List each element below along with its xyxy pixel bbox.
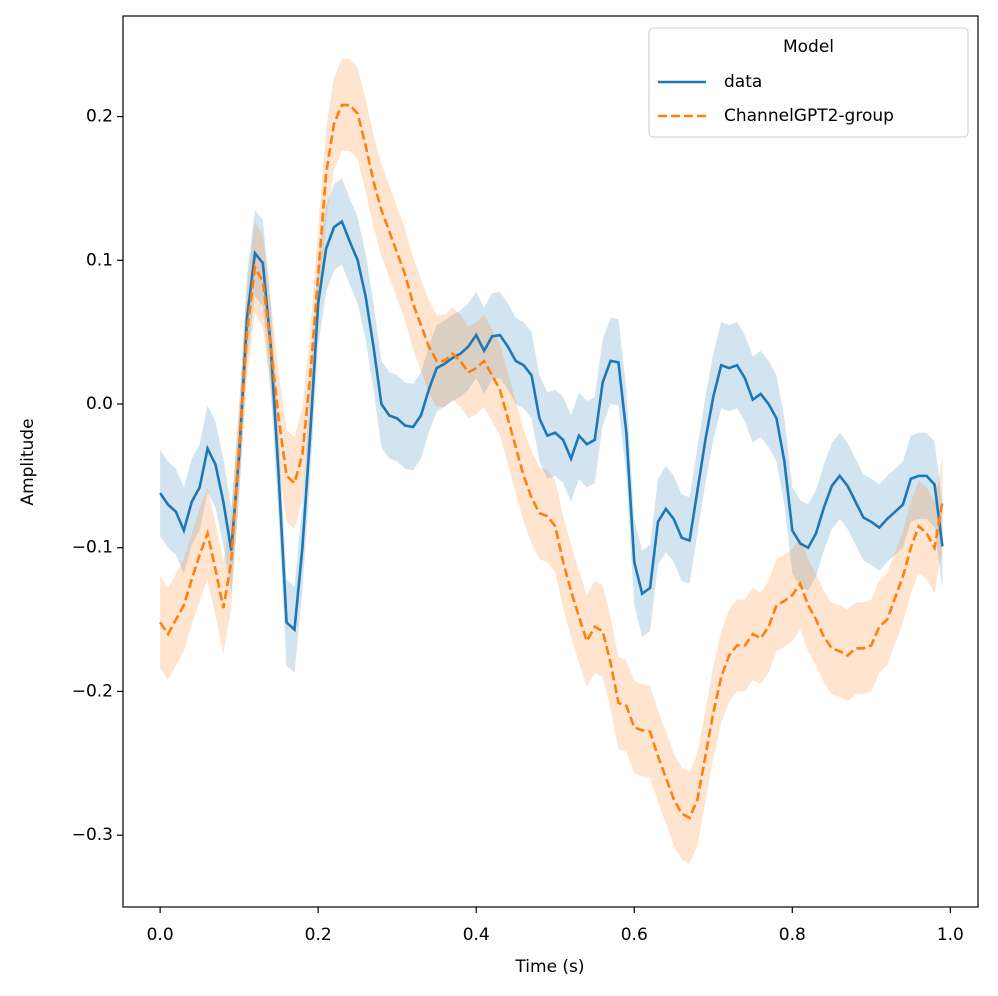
error-band — [160, 178, 943, 673]
legend-box — [648, 27, 969, 138]
x-tick-label: 0.4 — [463, 925, 490, 945]
x-tick-label: 0.6 — [621, 925, 648, 945]
x-tick-label: 0.0 — [147, 925, 174, 945]
y-axis-label: Amplitude — [18, 418, 38, 505]
legend-title: Model — [783, 37, 834, 57]
y-tick-label: −0.2 — [72, 681, 113, 701]
series-line — [159, 219, 944, 633]
x-axis-label: Time (s) — [514, 957, 584, 977]
legend-label: ChannelGPT2-group — [724, 106, 894, 126]
y-tick-label: 0.2 — [86, 107, 113, 127]
y-tick-label: 0.0 — [86, 394, 113, 414]
legend-label: data — [724, 72, 762, 92]
y-tick-label: 0.1 — [86, 250, 113, 270]
series-line — [159, 103, 944, 820]
x-tick-label: 0.8 — [779, 925, 806, 945]
x-tick-label: 0.2 — [305, 925, 332, 945]
error-band — [160, 59, 943, 864]
plot-frame — [122, 15, 979, 908]
y-tick-label: −0.1 — [72, 538, 113, 558]
x-tick-label: 1.0 — [937, 925, 964, 945]
y-tick-label: −0.3 — [72, 825, 113, 845]
